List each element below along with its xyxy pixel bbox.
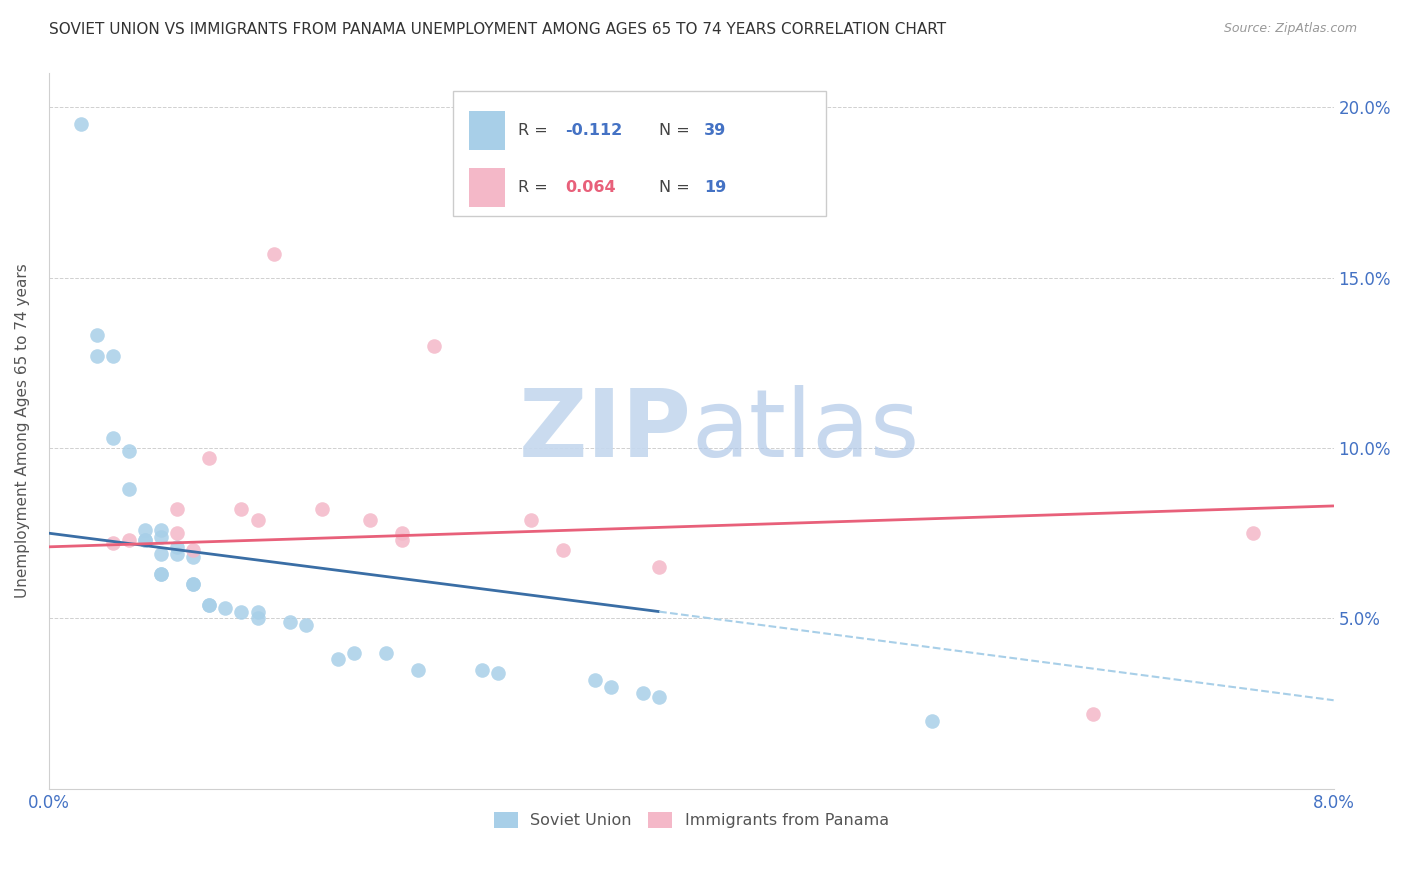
Point [134, 523, 156, 537]
Text: atlas: atlas [692, 385, 920, 477]
Point [150, 547, 173, 561]
Point [311, 502, 333, 516]
Point [134, 533, 156, 547]
Text: R =: R = [517, 123, 553, 137]
Point [181, 550, 204, 565]
Point [181, 543, 204, 558]
Text: -0.112: -0.112 [565, 123, 623, 137]
Point [488, 665, 510, 680]
Point [343, 646, 366, 660]
Point [471, 663, 494, 677]
Y-axis label: Unemployment Among Ages 65 to 74 years: Unemployment Among Ages 65 to 74 years [15, 263, 30, 599]
Point [166, 502, 188, 516]
Point [181, 577, 204, 591]
Point [391, 526, 413, 541]
Point [375, 646, 398, 660]
Point [599, 680, 621, 694]
Text: 19: 19 [704, 180, 727, 195]
Text: N =: N = [659, 180, 695, 195]
Point [648, 690, 671, 704]
Point [406, 663, 429, 677]
FancyBboxPatch shape [470, 168, 505, 207]
Point [648, 560, 671, 574]
Point [326, 652, 349, 666]
Point [198, 598, 221, 612]
Point [263, 246, 285, 260]
Point [86, 328, 108, 343]
Point [134, 533, 156, 547]
Point [246, 605, 269, 619]
Text: R =: R = [517, 180, 553, 195]
Point [519, 512, 541, 526]
Point [294, 618, 316, 632]
Point [214, 601, 236, 615]
Text: SOVIET UNION VS IMMIGRANTS FROM PANAMA UNEMPLOYMENT AMONG AGES 65 TO 74 YEARS CO: SOVIET UNION VS IMMIGRANTS FROM PANAMA U… [49, 22, 946, 37]
Point [198, 598, 221, 612]
Point [921, 714, 943, 728]
Text: 0.064: 0.064 [565, 180, 616, 195]
Point [150, 523, 173, 537]
Point [231, 605, 253, 619]
FancyBboxPatch shape [454, 91, 827, 216]
Point [583, 673, 606, 687]
Point [631, 686, 654, 700]
Point [118, 482, 141, 496]
Point [359, 512, 381, 526]
Point [101, 536, 124, 550]
Point [231, 502, 253, 516]
Point [423, 339, 446, 353]
Point [1081, 706, 1104, 721]
Point [101, 431, 124, 445]
Point [86, 349, 108, 363]
Point [166, 540, 188, 554]
Point [150, 567, 173, 582]
Point [278, 615, 301, 629]
Point [198, 451, 221, 466]
FancyBboxPatch shape [470, 111, 505, 150]
Text: 39: 39 [704, 123, 727, 137]
Text: N =: N = [659, 123, 695, 137]
Text: ZIP: ZIP [519, 385, 692, 477]
Legend: Soviet Union, Immigrants from Panama: Soviet Union, Immigrants from Panama [488, 805, 896, 835]
Point [181, 577, 204, 591]
Point [246, 611, 269, 625]
Point [551, 543, 574, 558]
Point [150, 567, 173, 582]
Point [166, 547, 188, 561]
Point [391, 533, 413, 547]
Point [101, 349, 124, 363]
Point [70, 117, 93, 131]
Point [118, 533, 141, 547]
Point [246, 512, 269, 526]
Point [166, 526, 188, 541]
Point [1241, 526, 1264, 541]
Point [150, 530, 173, 544]
Text: Source: ZipAtlas.com: Source: ZipAtlas.com [1223, 22, 1357, 36]
Point [118, 444, 141, 458]
